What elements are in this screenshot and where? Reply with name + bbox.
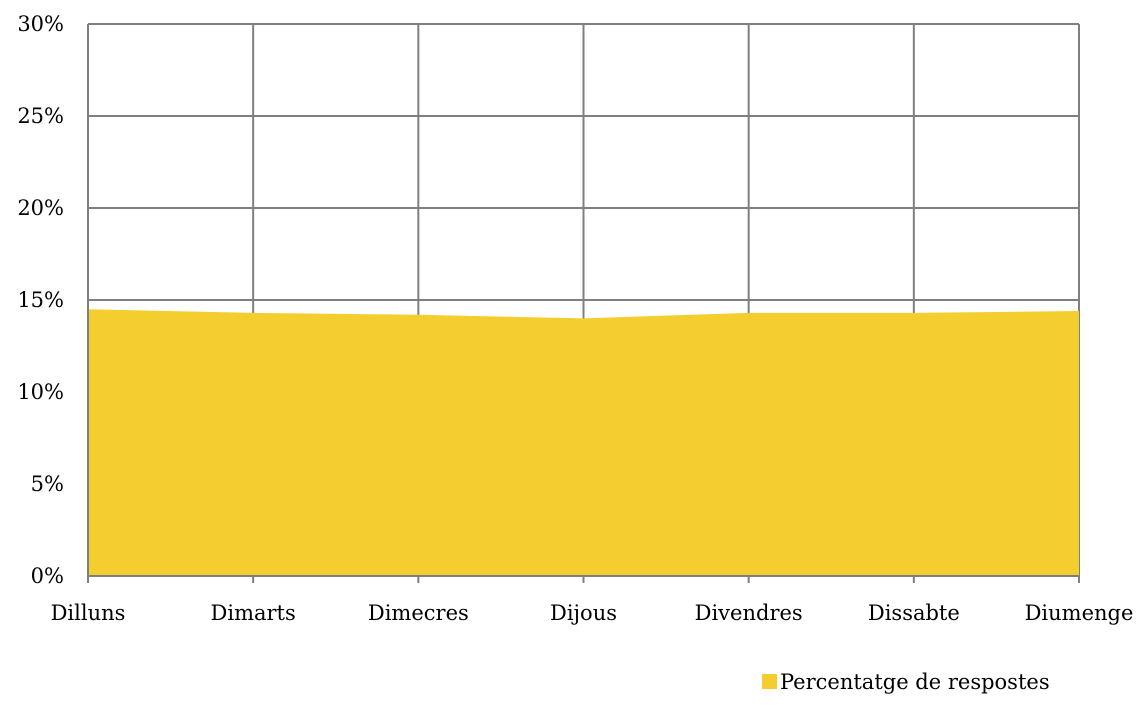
x-tick-label: Divendres (695, 601, 803, 625)
legend-swatch (762, 674, 777, 689)
x-tick-label: Diumenge (1025, 601, 1134, 625)
y-axis-tick-labels: 0% 5% 10% 15% 20% 25% 30% (17, 12, 64, 588)
x-tick-label: Dimecres (368, 601, 469, 625)
x-tick-label: Dissabte (868, 601, 960, 625)
legend: Percentatge de respostes (762, 670, 1050, 694)
y-tick-label: 25% (17, 104, 64, 128)
y-tick-label: 30% (17, 12, 64, 36)
legend-label: Percentatge de respostes (780, 670, 1050, 694)
x-tick-label: Dijous (550, 601, 617, 625)
y-tick-label: 20% (17, 196, 64, 220)
area-series-percentatge (88, 309, 1079, 576)
x-tick-label: Dilluns (51, 601, 126, 625)
axes (87, 24, 1080, 583)
y-tick-label: 5% (31, 472, 64, 496)
y-tick-label: 10% (17, 380, 64, 404)
y-tick-label: 0% (31, 564, 64, 588)
x-tick-label: Dimarts (211, 601, 296, 625)
x-axis-tick-labels: Dilluns Dimarts Dimecres Dijous Divendres Dis… (51, 601, 1134, 625)
y-tick-label: 15% (17, 288, 64, 312)
